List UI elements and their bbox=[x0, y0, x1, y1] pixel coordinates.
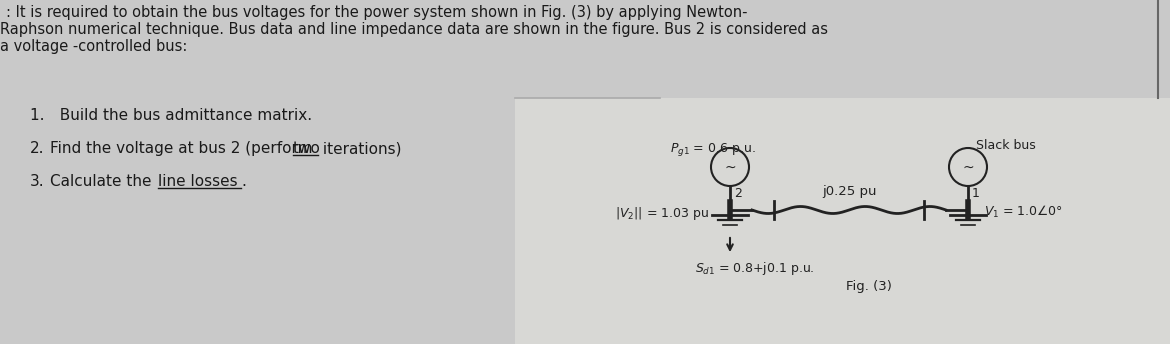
Text: two: two bbox=[292, 141, 321, 156]
Text: a voltage -controlled bus:: a voltage -controlled bus: bbox=[0, 39, 187, 54]
Text: iterations): iterations) bbox=[318, 141, 401, 156]
Text: $P_{g1}$ = 0.6 p.u.: $P_{g1}$ = 0.6 p.u. bbox=[670, 141, 756, 158]
Text: ~: ~ bbox=[724, 161, 736, 175]
Text: 2.: 2. bbox=[30, 141, 44, 156]
Text: 3.: 3. bbox=[30, 174, 44, 189]
Text: ~: ~ bbox=[962, 161, 973, 175]
Text: 2: 2 bbox=[734, 187, 742, 200]
Text: j0.25 pu: j0.25 pu bbox=[821, 185, 876, 198]
FancyBboxPatch shape bbox=[0, 0, 515, 344]
Text: .: . bbox=[241, 174, 246, 189]
Text: Slack bus: Slack bus bbox=[976, 139, 1035, 152]
FancyBboxPatch shape bbox=[515, 98, 1170, 344]
Text: line losses: line losses bbox=[158, 174, 238, 189]
Text: Find the voltage at bus 2 (perform: Find the voltage at bus 2 (perform bbox=[50, 141, 317, 156]
Text: $V_1$ = 1.0∠0°: $V_1$ = 1.0∠0° bbox=[984, 204, 1064, 220]
Text: 1: 1 bbox=[972, 187, 980, 200]
Text: Raphson numerical technique. Bus data and line impedance data are shown in the f: Raphson numerical technique. Bus data an… bbox=[0, 22, 828, 37]
FancyBboxPatch shape bbox=[515, 0, 1170, 98]
Text: : It is required to obtain the bus voltages for the power system shown in Fig. (: : It is required to obtain the bus volta… bbox=[6, 5, 748, 20]
Text: $|V_2|$| = 1.03 pu: $|V_2|$| = 1.03 pu bbox=[615, 204, 709, 222]
Text: 1. Build the bus admittance matrix.: 1. Build the bus admittance matrix. bbox=[30, 108, 312, 123]
Text: $S_{d1}$ = 0.8+j0.1 p.u.: $S_{d1}$ = 0.8+j0.1 p.u. bbox=[695, 260, 814, 277]
Text: Calculate the: Calculate the bbox=[50, 174, 157, 189]
Text: Fig. (3): Fig. (3) bbox=[846, 280, 892, 293]
